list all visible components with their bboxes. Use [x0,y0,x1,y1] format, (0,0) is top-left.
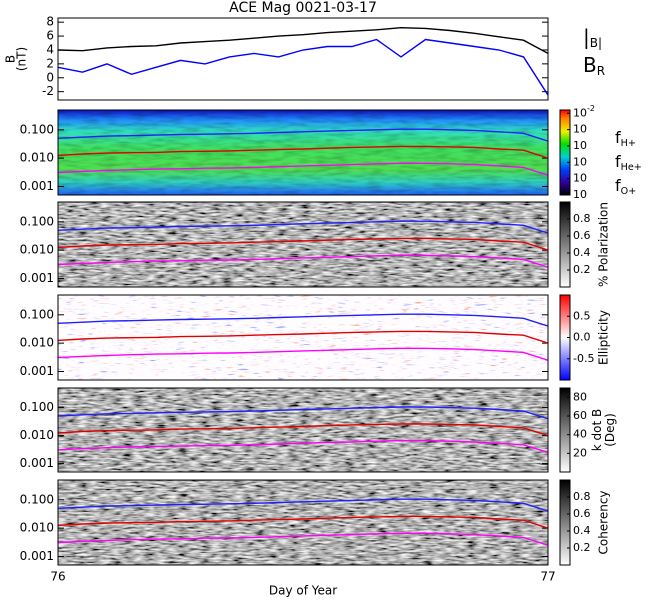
series-line [58,498,548,512]
y-tick-label: 0.100 [20,214,54,228]
y-tick-label: 0.100 [20,492,54,506]
colorbar [559,479,571,566]
colorbar-label: % Polarization [597,202,611,287]
y-tick-label: 0.100 [20,122,54,136]
legend-entry: |B| [583,25,602,50]
colorbar-tick-label: 0.2 [573,541,591,554]
series-line [58,330,548,344]
colorbar-tick-label: 10 [573,123,587,136]
series-line [58,423,548,437]
colorbar-tick-label: 0.5 [573,309,591,322]
chart-title: ACE Mag 0021-03-17 [229,0,377,16]
series-line [58,254,548,268]
colorbar-tick-label: 0.6 [573,229,591,242]
colorbar-tick-label: 10 [573,155,587,168]
y-tick-label: 0.001 [20,271,54,285]
y-tick-label: 0.001 [20,549,54,563]
series-line [58,347,548,361]
y-axis-label: (nT) [15,47,29,71]
series-line [58,237,548,251]
colorbar-tick-label: 10 [573,106,587,119]
series-line [58,439,548,454]
y-tick-label: 0.010 [20,336,54,350]
plot-frame [57,294,549,381]
series-line [58,532,548,546]
colorbar-tick-label: 80 [573,390,587,403]
legend-entry: fH+ [615,128,636,150]
legend-entry: BR [583,53,605,78]
colorbar-tick-label: 10 [573,188,587,201]
colorbar-tick-label: 0.8 [573,490,591,503]
y-tick-label: 0.001 [20,179,54,193]
colorbar-tick-exponent: -2 [587,104,595,113]
y-tick-label: 0.010 [20,521,54,535]
colorbar [559,201,571,288]
colorbar-tick-label: 20 [573,446,587,459]
colorbar-tick-label: -0.5 [573,352,594,365]
colorbar-tick-label: 0.6 [573,507,591,520]
series-line [58,145,548,159]
y-tick-label: 0.010 [20,243,54,257]
y-tick-label: 2 [46,56,54,70]
series-line [58,38,548,96]
y-tick-label: 0 [46,70,54,84]
colorbar-label: Coherency [597,490,611,554]
y-tick-label: 0.100 [20,400,54,414]
colorbar-label: (Deg) [603,413,617,447]
y-tick-label: 8 [46,15,54,29]
colorbar-label: Ellipticity [597,310,611,365]
y-tick-label: 0.001 [20,364,54,378]
y-tick-label: 0.010 [20,151,54,165]
plot-frame [57,387,549,473]
colorbar-tick-label: 0.0 [573,331,591,344]
plot-frame [57,201,549,288]
legend-entry: fHe+ [615,152,642,174]
series-line [58,162,548,176]
series-line [58,515,548,529]
colorbar-tick-label: 0.4 [573,524,591,537]
y-tick-label: -2 [42,84,54,98]
y-tick-label: 4 [46,42,54,56]
series-line [58,26,548,55]
series-line [58,220,548,234]
colorbar [559,387,571,473]
plot-frame [57,17,549,101]
colorbar-label: k dot B [590,409,604,451]
series-line [58,128,548,142]
y-tick-label: 6 [46,29,54,43]
x-tick-label: 77 [540,570,555,584]
legend-entry: fO+ [615,176,636,198]
colorbar [559,109,571,196]
y-tick-label: 0.001 [20,456,54,470]
series-line [58,313,548,327]
colorbar-tick-label: 10 [573,172,587,185]
colorbar-tick-label: 0.2 [573,263,591,276]
series-line [58,406,548,420]
y-tick-label: 0.100 [20,307,54,321]
colorbar-tick-label: 0.8 [573,212,591,225]
colorbar-tick-label: 40 [573,428,587,441]
plot-frame [57,479,549,566]
plot-frame [57,109,549,196]
y-axis-label: B [4,55,18,63]
colorbar-tick-label: 10 [573,139,587,152]
x-axis-label: Day of Year [269,584,337,598]
y-tick-label: 0.010 [20,428,54,442]
x-tick-label: 76 [50,570,65,584]
colorbar-tick-label: 0.4 [573,246,591,259]
colorbar-tick-label: 60 [573,409,587,422]
